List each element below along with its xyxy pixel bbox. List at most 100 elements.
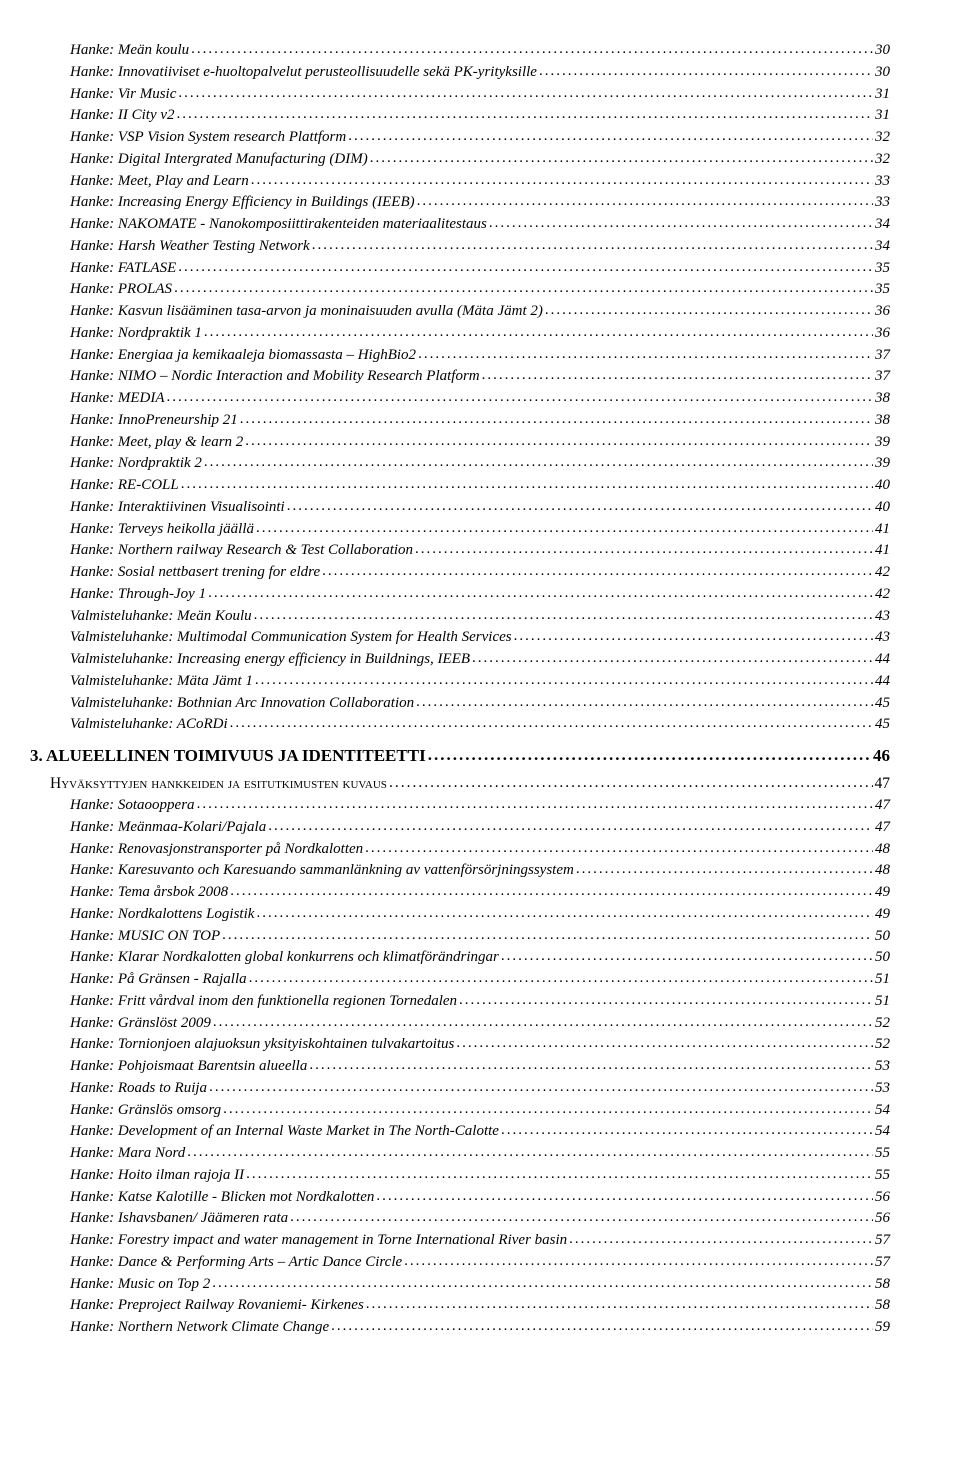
toc-entry[interactable]: Hanke: VSP Vision System research Plattf… [70,127,890,149]
toc-entry[interactable]: Hanke: Gränslös omsorg54 [70,1100,890,1122]
toc-leader-dots [230,713,873,735]
toc-entry[interactable]: Valmisteluhanke: Multimodal Communicatio… [70,627,890,649]
toc-entry[interactable]: Hanke: FATLASE35 [70,258,890,280]
toc-entry[interactable]: Hanke: Digital Intergrated Manufacturing… [70,149,890,171]
toc-leader-dots [348,126,873,148]
toc-entry[interactable]: Hanke: MEDIA38 [70,388,890,410]
toc-entry[interactable]: Hanke: Terveys heikolla jäällä41 [70,519,890,541]
toc-entry[interactable]: Hanke: Meet, Play and Learn33 [70,171,890,193]
toc-entry-label: 3. ALUEELLINEN TOIMIVUUS JA IDENTITEETTI [30,744,426,769]
table-of-contents: Hanke: Meän koulu30Hanke: Innovatiiviset… [70,40,890,1339]
toc-entry[interactable]: Hanke: Katse Kalotille - Blicken mot Nor… [70,1187,890,1209]
toc-entry-page: 53 [875,1078,890,1100]
toc-leader-dots [322,561,873,583]
toc-entry[interactable]: Hanke: Sotaooppera47 [70,795,890,817]
toc-entry-page: 45 [875,693,890,715]
toc-entry[interactable]: Valmisteluhanke: Bothnian Arc Innovation… [70,693,890,715]
toc-entry-page: 48 [875,839,890,861]
toc-entry[interactable]: Hanke: Through-Joy 142 [70,584,890,606]
toc-entry-page: 52 [875,1013,890,1035]
toc-entry[interactable]: Hanke: Ishavsbanen/ Jäämeren rata56 [70,1208,890,1230]
toc-entry[interactable]: Hanke: Preproject Railway Rovaniemi- Kir… [70,1295,890,1317]
toc-entry[interactable]: Hanke: Fritt vårdval inom den funktionel… [70,991,890,1013]
toc-leader-dots [209,1077,873,1099]
toc-entry[interactable]: Valmisteluhanke: Increasing energy effic… [70,649,890,671]
toc-entry[interactable]: Hanke: Innovatiiviset e-huoltopalvelut p… [70,62,890,84]
toc-entry[interactable]: Hanke: Increasing Energy Efficiency in B… [70,192,890,214]
toc-entry[interactable]: Hanke: Karesuvanto och Karesuando samman… [70,860,890,882]
toc-entry[interactable]: Hanke: RE-COLL40 [70,475,890,497]
toc-entry-page: 40 [875,475,890,497]
toc-leader-dots [366,1294,873,1316]
toc-entry[interactable]: Valmisteluhanke: Mäta Jämt 144 [70,671,890,693]
toc-entry-label: Hanke: Katse Kalotille - Blicken mot Nor… [70,1187,374,1209]
toc-leader-dots [187,1142,873,1164]
toc-entry-label: Hanke: Gränslös omsorg [70,1100,221,1122]
toc-entry[interactable]: Hyväksyttyjen hankkeiden ja esitutkimust… [50,773,890,795]
toc-entry-page: 38 [875,388,890,410]
toc-entry-page: 36 [875,323,890,345]
toc-entry[interactable]: Hanke: Kasvun lisääminen tasa-arvon ja m… [70,301,890,323]
toc-entry-page: 34 [875,236,890,258]
toc-entry[interactable]: Hanke: Meän koulu30 [70,40,890,62]
toc-entry[interactable]: Hanke: Music on Top 258 [70,1274,890,1296]
toc-entry[interactable]: Hanke: Renovasjonstransporter på Nordkal… [70,839,890,861]
toc-entry-page: 40 [875,497,890,519]
toc-entry-label: Hanke: Digital Intergrated Manufacturing… [70,149,368,171]
toc-entry-label: Hanke: Development of an Internal Waste … [70,1121,499,1143]
toc-entry[interactable]: Valmisteluhanke: Meän Koulu43 [70,606,890,628]
toc-entry-label: Hanke: Music on Top 2 [70,1274,210,1296]
toc-entry[interactable]: Hanke: Development of an Internal Waste … [70,1121,890,1143]
toc-leader-dots [191,39,873,61]
toc-entry-label: Hanke: NIMO – Nordic Interaction and Mob… [70,366,480,388]
toc-entry[interactable]: Hanke: Nordkalottens Logistik49 [70,904,890,926]
toc-entry[interactable]: Hanke: Nordpraktik 239 [70,453,890,475]
toc-entry[interactable]: Hanke: II City v231 [70,105,890,127]
toc-entry[interactable]: Hanke: Roads to Ruija53 [70,1078,890,1100]
toc-entry[interactable]: Hanke: Hoito ilman rajoja II55 [70,1165,890,1187]
toc-entry[interactable]: Hanke: Gränslöst 200952 [70,1013,890,1035]
toc-leader-dots [213,1012,873,1034]
toc-entry-page: 55 [875,1143,890,1165]
toc-entry[interactable]: Hanke: Interaktiivinen Visualisointi40 [70,497,890,519]
toc-entry[interactable]: 3. ALUEELLINEN TOIMIVUUS JA IDENTITEETTI… [30,744,890,769]
toc-entry[interactable]: Hanke: Tornionjoen alajuoksun yksityisko… [70,1034,890,1056]
toc-entry[interactable]: Hanke: Tema årsbok 200849 [70,882,890,904]
toc-entry[interactable]: Hanke: Vir Music31 [70,84,890,106]
toc-entry[interactable]: Hanke: På Gränsen - Rajalla51 [70,969,890,991]
toc-entry[interactable]: Hanke: Pohjoismaat Barentsin alueella53 [70,1056,890,1078]
toc-entry[interactable]: Hanke: InnoPreneurship 2138 [70,410,890,432]
toc-entry-page: 31 [875,105,890,127]
toc-entry[interactable]: Hanke: Energiaa ja kemikaaleja biomassas… [70,345,890,367]
toc-entry[interactable]: Hanke: Meänmaa-Kolari/Pajala47 [70,817,890,839]
toc-leader-dots [208,583,873,605]
toc-entry[interactable]: Hanke: Forestry impact and water managem… [70,1230,890,1252]
toc-entry-label: Hanke: InnoPreneurship 21 [70,410,238,432]
toc-entry[interactable]: Hanke: Nordpraktik 136 [70,323,890,345]
toc-entry[interactable]: Hanke: Mara Nord55 [70,1143,890,1165]
toc-entry[interactable]: Hanke: NAKOMATE - Nanokomposiittirakente… [70,214,890,236]
toc-entry[interactable]: Hanke: Harsh Weather Testing Network34 [70,236,890,258]
toc-entry[interactable]: Hanke: Sosial nettbasert trening for eld… [70,562,890,584]
toc-entry[interactable]: Hanke: Dance & Performing Arts – Artic D… [70,1252,890,1274]
toc-entry-page: 53 [875,1056,890,1078]
toc-leader-dots [222,925,873,947]
toc-entry-label: Hanke: Hoito ilman rajoja II [70,1165,244,1187]
toc-leader-dots [249,968,873,990]
toc-entry[interactable]: Hanke: Klarar Nordkalotten global konkur… [70,947,890,969]
toc-entry-label: Hanke: Meän koulu [70,40,189,62]
toc-entry-page: 32 [875,127,890,149]
toc-entry[interactable]: Hanke: MUSIC ON TOP50 [70,926,890,948]
toc-entry-page: 39 [875,432,890,454]
toc-leader-dots [514,626,873,648]
toc-entry[interactable]: Hanke: Northern Network Climate Change59 [70,1317,890,1339]
toc-entry[interactable]: Valmisteluhanke: ACoRDi45 [70,714,890,736]
toc-entry[interactable]: Hanke: Northern railway Research & Test … [70,540,890,562]
toc-leader-dots [309,1055,873,1077]
toc-entry[interactable]: Hanke: PROLAS35 [70,279,890,301]
toc-leader-dots [177,104,873,126]
toc-leader-dots [415,539,873,561]
toc-entry-label: Hanke: Terveys heikolla jäällä [70,519,254,541]
toc-entry[interactable]: Hanke: Meet, play & learn 239 [70,432,890,454]
toc-entry[interactable]: Hanke: NIMO – Nordic Interaction and Mob… [70,366,890,388]
